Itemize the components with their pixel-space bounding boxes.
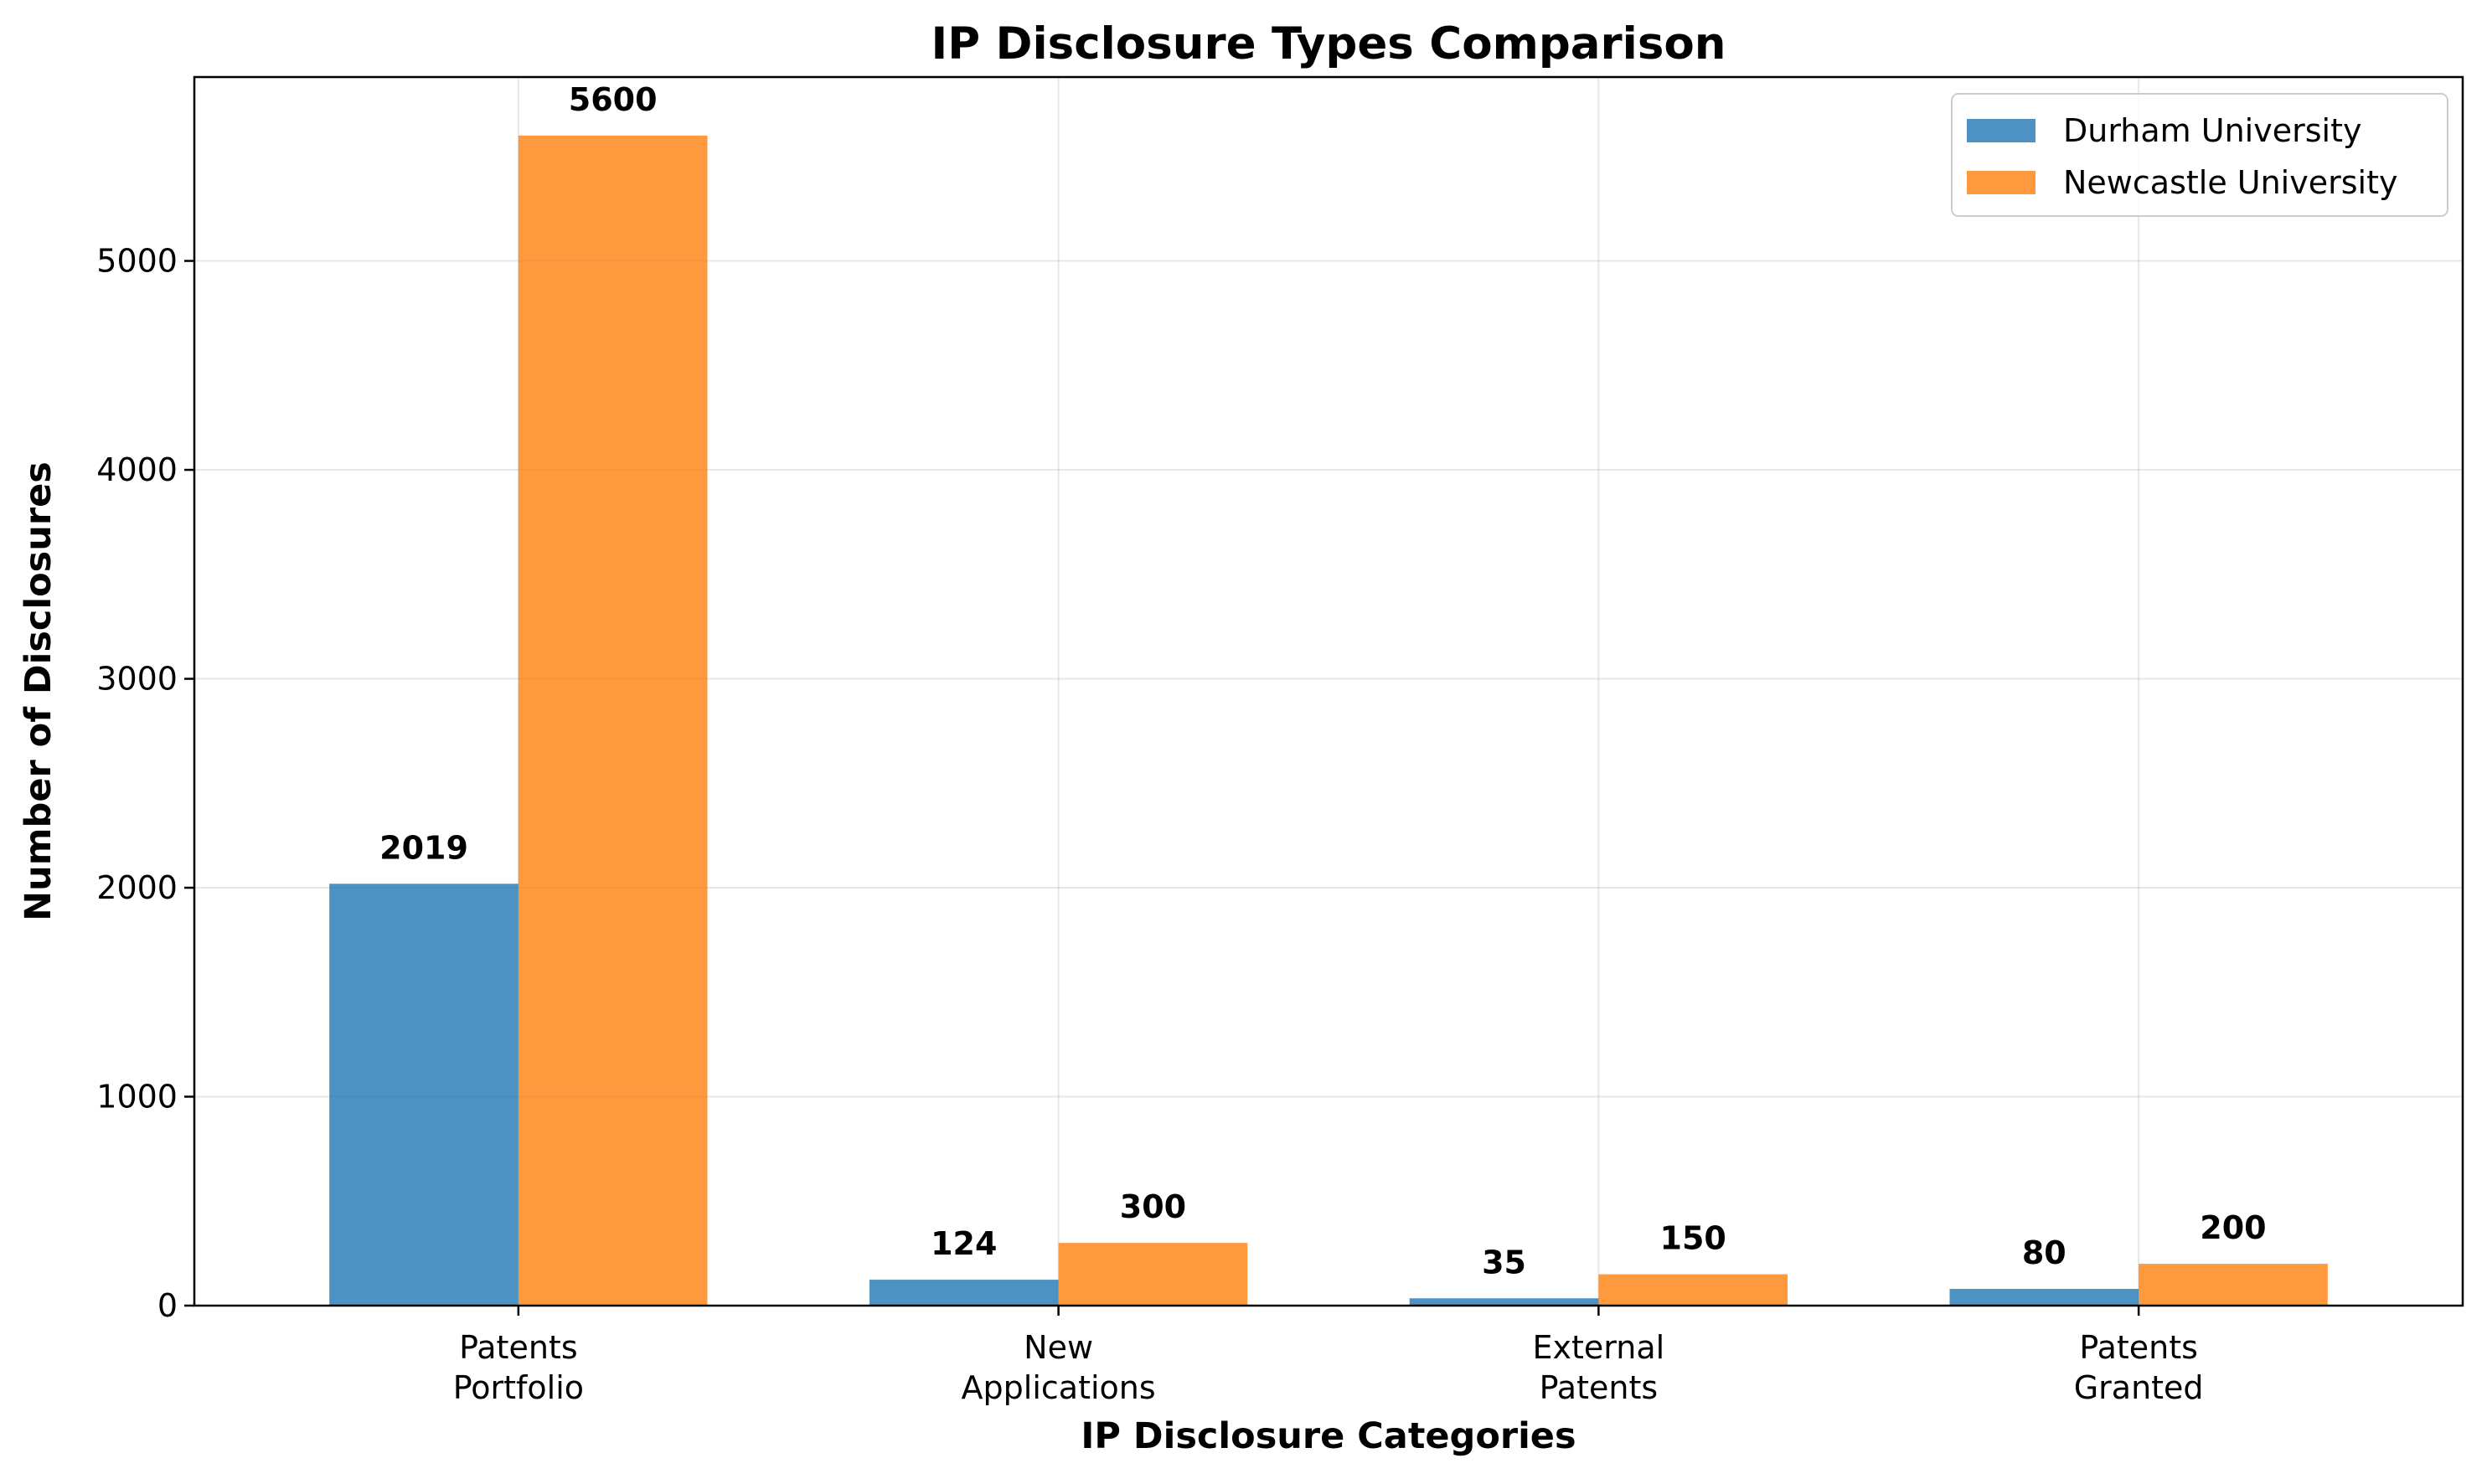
y-tick-label: 0 — [157, 1287, 178, 1324]
y-axis-ticks: 0 1000 2000 3000 4000 5000 — [96, 243, 194, 1324]
x-tick-label-line: Portfolio — [453, 1369, 584, 1406]
x-tick-label-line: Patents — [2079, 1329, 2198, 1366]
y-tick-label: 2000 — [96, 869, 178, 906]
x-tick-label: External Patents — [1533, 1329, 1665, 1406]
y-tick-label: 5000 — [96, 243, 178, 280]
legend: Durham University Newcastle University — [1951, 93, 2448, 217]
y-tick-label: 3000 — [96, 661, 178, 698]
bars — [329, 135, 2328, 1306]
bar-value-label: 2019 — [379, 829, 468, 866]
x-tick-label: Patents Granted — [2074, 1329, 2204, 1406]
bar-value-label: 200 — [2200, 1209, 2266, 1246]
bar-value-label: 124 — [931, 1225, 997, 1262]
bar-value-label: 80 — [2022, 1234, 2066, 1271]
chart-title: IP Disclosure Types Comparison — [931, 18, 1726, 70]
x-tick-label: Patents Portfolio — [453, 1329, 584, 1406]
y-axis-label: Number of Disclosures — [18, 461, 59, 921]
legend-label: Durham University — [2063, 112, 2361, 149]
plot-frame — [193, 75, 2464, 1307]
bar — [518, 135, 708, 1306]
x-tick-label: New Applications — [962, 1329, 1156, 1406]
bar — [1598, 1274, 1788, 1306]
x-tick-label-line: External — [1533, 1329, 1665, 1366]
bar — [1949, 1289, 2139, 1306]
bar — [1058, 1243, 1248, 1306]
bar — [2139, 1264, 2328, 1306]
x-axis-label: IP Disclosure Categories — [1081, 1415, 1576, 1457]
x-tick-label-line: Patents — [459, 1329, 578, 1366]
legend-box — [1951, 93, 2448, 217]
bar-value-label: 35 — [1482, 1244, 1526, 1280]
legend-swatch — [1967, 171, 2036, 194]
bar — [1409, 1298, 1599, 1306]
bar — [329, 884, 519, 1306]
bar-value-label: 300 — [1120, 1188, 1186, 1225]
bar-value-labels: 2019 124 35 80 5600 300 150 200 — [379, 81, 2266, 1280]
bar-value-label: 5600 — [569, 81, 658, 118]
bar-value-label: 150 — [1660, 1220, 1726, 1257]
y-tick-label: 4000 — [96, 451, 178, 488]
x-tick-label-line: Applications — [962, 1369, 1156, 1406]
legend-swatch — [1967, 119, 2036, 142]
bar — [869, 1280, 1059, 1306]
legend-label: Newcastle University — [2063, 164, 2397, 201]
x-tick-label-line: New — [1024, 1329, 1093, 1366]
y-tick-label: 1000 — [96, 1079, 178, 1116]
x-tick-label-line: Patents — [1540, 1369, 1659, 1406]
x-tick-label-line: Granted — [2074, 1369, 2204, 1406]
